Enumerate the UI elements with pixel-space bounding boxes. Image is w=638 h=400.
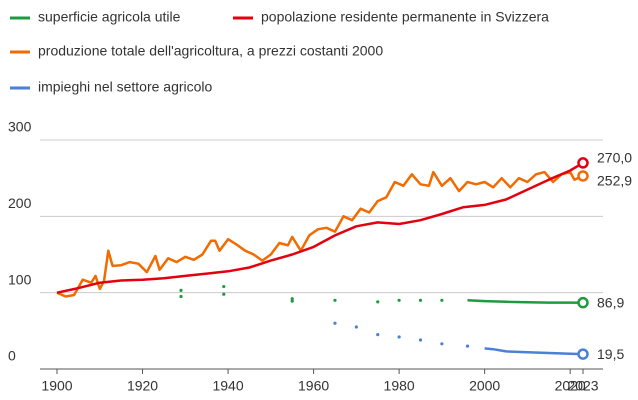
value-label: 19,5 [597, 346, 624, 362]
y-tick-label: 0 [8, 348, 16, 364]
x-tick-label: 2020 [555, 378, 586, 394]
end-marker [577, 170, 589, 182]
x-tick-label: 2023 [567, 378, 598, 394]
data-point [465, 344, 470, 348]
legend-label: popolazione residente permanente in Sviz… [261, 9, 549, 25]
x-tick-label: 1980 [384, 378, 415, 394]
y-tick-label: 300 [8, 119, 32, 135]
x-tick-label: 1960 [298, 378, 329, 394]
data-point [333, 298, 337, 302]
data-point [376, 300, 380, 304]
y-tick-label: 100 [8, 271, 32, 287]
data-point [290, 299, 294, 303]
x-tick-label: 1900 [41, 378, 72, 394]
data-point [179, 288, 183, 292]
legend-label: superficie agricola utile [38, 9, 181, 25]
series-line [56, 161, 584, 294]
x-tick-label: 1940 [212, 378, 243, 394]
series-line [484, 347, 584, 356]
data-point [440, 298, 444, 302]
data-point [354, 325, 358, 329]
data-point [418, 338, 423, 342]
value-label: 86,9 [597, 294, 624, 310]
data-point [222, 292, 226, 296]
data-point [179, 294, 183, 299]
data-point [397, 298, 401, 302]
data-point [290, 297, 294, 301]
legend-label: produzione totale dell'agricoltura, a pr… [38, 43, 383, 59]
value-label: 252,9 [597, 173, 632, 189]
data-point [397, 335, 401, 339]
x-tick-label: 2000 [469, 378, 500, 394]
end-marker [577, 348, 589, 360]
series-line [467, 299, 584, 304]
data-point [440, 342, 444, 346]
legend-label: impieghi nel settore agricolo [38, 79, 213, 95]
data-point [333, 321, 337, 325]
data-point [418, 298, 423, 302]
y-tick-label: 200 [8, 195, 32, 211]
data-point [376, 333, 380, 337]
data-point [222, 284, 226, 289]
end-marker [577, 296, 589, 309]
series-line [56, 170, 584, 298]
end-marker [577, 157, 589, 169]
x-tick-label: 1920 [127, 378, 158, 394]
value-label: 270,0 [597, 150, 632, 166]
